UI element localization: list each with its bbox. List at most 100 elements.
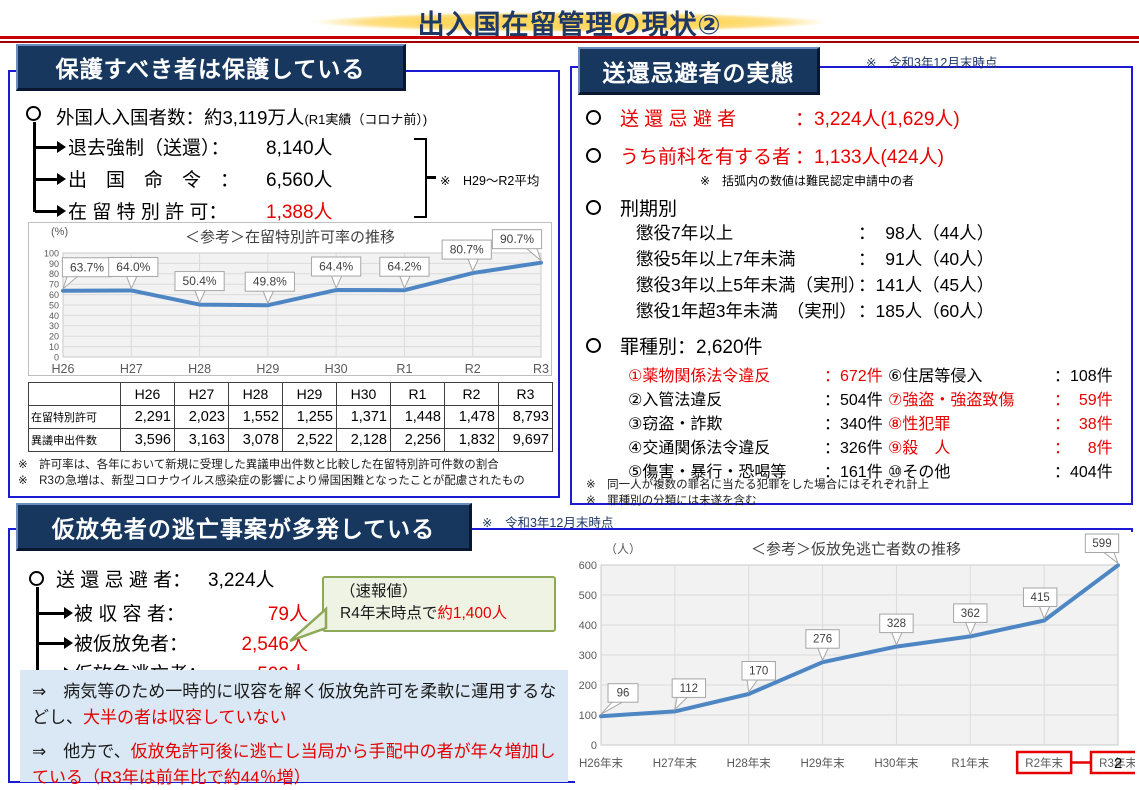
svg-text:300: 300 xyxy=(579,650,597,662)
summary-point-2: ⇒ 他方で、仮放免許可後に逃亡し当局から手配中の者が年々増加している（R3年は前… xyxy=(32,739,558,790)
svg-text:112: 112 xyxy=(680,683,698,695)
offense-value: ：161件 xyxy=(824,464,883,481)
svg-text:40: 40 xyxy=(49,311,59,321)
table-cell: 2,291 xyxy=(120,405,175,429)
table-cell: 1,832 xyxy=(444,428,499,452)
offense-row: ⑤傷害・暴行・恐喝等 ：161件 xyxy=(628,458,883,482)
offense-row: ④交通関係法令違反 ：326件 xyxy=(628,434,883,458)
panel-provisional-release: 送 還 忌 避 者： 3,224人 被 収 容 者： 79人 被仮放免者： 2,… xyxy=(8,528,1137,787)
data-label xyxy=(1022,587,1058,607)
as-of-date-note: ※ 令和3年12月末時点 xyxy=(866,56,998,70)
callout-pointer xyxy=(289,606,328,643)
sentence-label: 懲役5年以上7年未満 xyxy=(636,249,796,269)
permit-rate-chart-unit: (%) xyxy=(51,226,69,238)
offense-row: ⑦強盗・強盗致傷 ： 59件 xyxy=(888,386,1113,410)
sentence-label: 懲役7年以上 xyxy=(636,223,734,243)
offense-row: ⑩その他 ：404件 xyxy=(888,458,1113,482)
data-label xyxy=(671,678,707,698)
svg-text:20: 20 xyxy=(49,332,59,342)
sentence-row: 懲役1年超3年未満 （実刑） ：185人（60人） xyxy=(636,298,994,323)
special-permission-value: 1,388人 xyxy=(266,202,333,223)
footnote: ※ R3の急増は、新型コロナウイルス感染症の影響により帰国困難となったことが配慮… xyxy=(18,475,525,487)
offense-value: ：672件 xyxy=(824,368,883,385)
sentence-value: ：141人（45人） xyxy=(858,275,995,295)
offense-value: ：326件 xyxy=(824,440,883,457)
svg-text:H30: H30 xyxy=(325,362,348,375)
escapee-count-chart: （人） ＜参考＞仮放免逃亡者数の推移 0 100 200 300 400 500 600 H2… xyxy=(575,532,1137,784)
table-cell: 8,793 xyxy=(498,405,553,429)
svg-text:50: 50 xyxy=(49,300,59,310)
offense-value: ：504件 xyxy=(824,392,883,409)
svg-text:R2年末: R2年末 xyxy=(1025,756,1063,770)
svg-text:H29年末: H29年末 xyxy=(801,756,846,770)
circle-bullet xyxy=(586,110,601,125)
table-cell: 9,697 xyxy=(498,428,553,452)
data-label xyxy=(379,256,430,277)
svg-text:64.2%: 64.2% xyxy=(387,260,421,274)
footnote: ※ 許可率は、各年において新規に受理した異議申出件数と比較した在留特別許可件数の… xyxy=(18,459,499,471)
svg-text:80.7%: 80.7% xyxy=(450,243,484,257)
data-label xyxy=(441,239,492,260)
released-label: 被仮放免者： xyxy=(74,634,189,655)
svg-text:100: 100 xyxy=(44,248,59,258)
svg-text:415: 415 xyxy=(1031,592,1050,604)
panel-deportation-evaders-header: 送還忌避者の実態 xyxy=(578,47,820,95)
callout-line1: （速報値） xyxy=(340,583,418,600)
circle-bullet xyxy=(29,571,44,586)
criminal-record-row: うち前科を有する者 ：1,133人(424人) xyxy=(620,142,944,169)
departure-order-row: 出 国 命 令 ： 6,560人 xyxy=(68,165,333,192)
summary-point-1-red: 大半の者は収容していない xyxy=(83,707,287,727)
table-cell: 2,256 xyxy=(390,428,445,452)
preliminary-figure-callout: （速報値） R4年末時点で約1,400人 xyxy=(289,576,556,643)
table-col-header: R3 xyxy=(498,382,553,406)
svg-text:50.4%: 50.4% xyxy=(183,274,217,288)
offense-label: ①薬物関係法令違反 xyxy=(628,368,771,385)
criminal-record-label: うち前科を有する者 xyxy=(620,147,792,168)
summary-box: ⇒ 病気等のため一時的に収容を解く仮放免許可を柔軟に運用するなどし、大半の者は収… xyxy=(20,670,568,787)
table-cell: 1,448 xyxy=(390,405,445,429)
sentence-value: ： 91人（40人） xyxy=(858,249,995,269)
foreign-entrants-note: (R1実績（コロナ前）) xyxy=(304,112,428,127)
data-label xyxy=(491,229,543,250)
table-row-label: 異議申出件数 xyxy=(28,428,121,452)
svg-text:H28年末: H28年末 xyxy=(727,756,772,770)
permit-table: H26 H27 H28 H29 H30 R1 R2 R3 在留特別許可 2,29… xyxy=(28,382,553,452)
svg-text:H27: H27 xyxy=(120,362,143,375)
sentence-row: 懲役5年以上7年未満 ： 91人（40人） xyxy=(636,246,994,271)
offense-label: ⑥住居等侵入 xyxy=(888,368,983,385)
released-row: 被仮放免者： 2,546人 xyxy=(74,629,308,656)
data-label xyxy=(108,256,159,277)
table-cell: 3,163 xyxy=(174,428,229,452)
offense-row: ⑨殺 人 ： 8件 xyxy=(888,434,1113,458)
table-corner-cell xyxy=(28,382,121,406)
detainees-label: 被 収 容 者： xyxy=(74,604,185,625)
offense-value: ： 8件 xyxy=(1054,440,1113,457)
svg-text:64.4%: 64.4% xyxy=(319,260,353,274)
svg-text:H29: H29 xyxy=(256,362,279,375)
tree-arrow xyxy=(35,206,66,216)
evaders-total-label: 送 還 忌 避 者： xyxy=(56,570,192,591)
summary-point-2-red: 仮放免許可後に逃亡し当局から手配中の者が年々増加している（R3年は前年比で約44… xyxy=(32,742,556,787)
callout-line2-red: 約1,400人 xyxy=(437,605,508,623)
offense-label: ②入管法違反 xyxy=(628,392,723,409)
table-cell: 1,255 xyxy=(282,405,337,429)
data-label xyxy=(805,629,840,649)
summary-point-1-black: ⇒ 病気等のため一時的に収容を解く仮放免許可を柔軟に運用するなどし、 xyxy=(32,682,557,727)
table-col-header: R2 xyxy=(444,382,499,406)
svg-text:H30年末: H30年末 xyxy=(874,756,919,770)
sentence-row: 懲役7年以上 ： 98人（44人） xyxy=(636,220,994,245)
svg-text:63.7%: 63.7% xyxy=(70,260,104,274)
svg-text:H26年末: H26年末 xyxy=(579,756,624,770)
title-highlight-decoration xyxy=(239,9,900,35)
average-bracket xyxy=(414,138,427,218)
panel-protected-header: 保護すべき者は保護している xyxy=(16,44,406,91)
sentence-row: 懲役3年以上5年未満（実刑） ：141人（45人） xyxy=(636,272,994,297)
table-cell: 1,371 xyxy=(336,405,391,429)
offense-row: ⑥住居等侵入 ：108件 xyxy=(888,362,1113,386)
data-label xyxy=(741,661,776,681)
table-cell: 3,596 xyxy=(120,428,175,452)
table-cell: 1,478 xyxy=(444,405,499,429)
svg-text:90: 90 xyxy=(49,259,59,269)
escapee-chart-title: ＜参考＞仮放免逃亡者数の推移 xyxy=(750,541,961,558)
svg-text:0: 0 xyxy=(591,740,597,752)
